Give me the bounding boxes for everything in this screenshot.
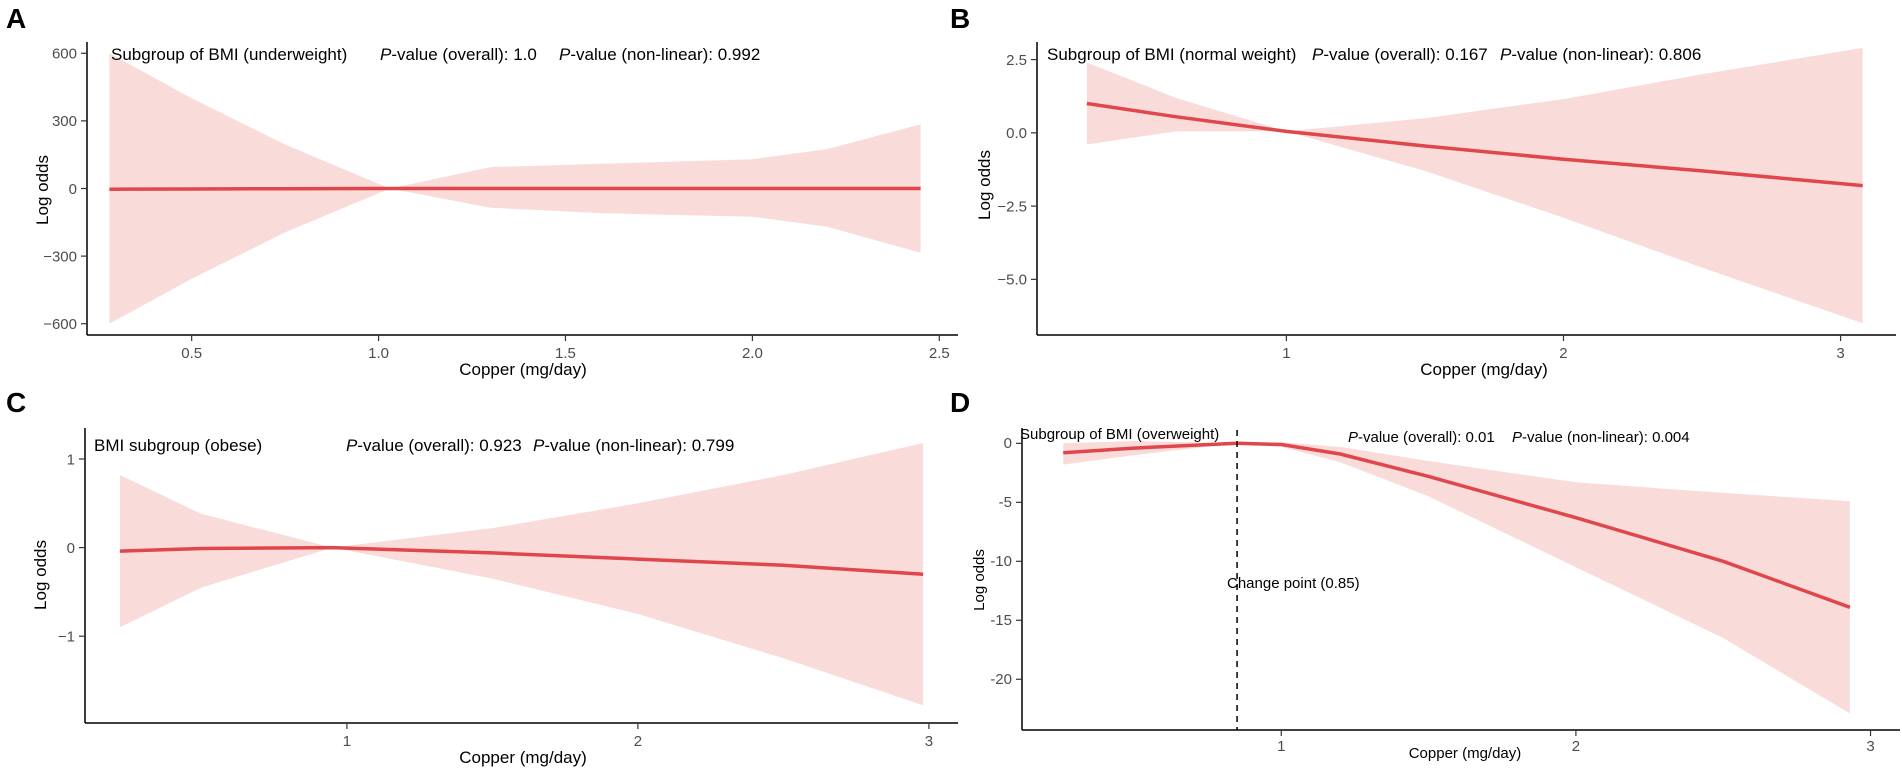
panel-b-y-tick-label: 2.5 bbox=[1006, 52, 1027, 69]
panel-d-y-tick-label: -5 bbox=[999, 494, 1012, 511]
panel-d-p-overall: P-value (overall): 0.01 bbox=[1348, 429, 1495, 446]
panel-d-y-tick-label: -20 bbox=[990, 671, 1012, 688]
panel-a-plot bbox=[109, 53, 921, 324]
panel-d-fitted-line bbox=[1063, 441, 1851, 609]
panel-c-letter: C bbox=[6, 387, 26, 418]
panel-b-x-tick-label: 1 bbox=[1282, 345, 1290, 362]
panel-b-x-title: Copper (mg/day) bbox=[1420, 360, 1548, 379]
panel-a-x-tick-label: 1.0 bbox=[368, 345, 389, 362]
panel-b-y-title: Log odds bbox=[975, 150, 994, 220]
panel-a-subgroup-label: Subgroup of BMI (underweight) bbox=[111, 45, 347, 64]
panel-d-p-nonlinear: P-value (non-linear): 0.004 bbox=[1512, 429, 1690, 446]
panel-c-y-tick-label: 1 bbox=[67, 451, 75, 468]
panel-a-y-tick-label: 0 bbox=[69, 181, 77, 198]
panel-a-x-tick-label: 0.5 bbox=[181, 345, 202, 362]
panel-d-y-title: Log odds bbox=[971, 549, 988, 611]
panel-c-x-title: Copper (mg/day) bbox=[459, 748, 587, 767]
panel-b-y-tick-label: −5.0 bbox=[997, 272, 1027, 289]
panel-a-y-tick-label: −300 bbox=[43, 248, 77, 265]
panel-c: C 1 2 3 1 0 −1 BMI subgroup (obese) P-value (… bbox=[6, 387, 958, 767]
panel-c-subgroup-label: BMI subgroup (obese) bbox=[94, 436, 262, 455]
panel-b-fitted-line bbox=[1086, 101, 1863, 188]
panel-a-y-title: Log odds bbox=[33, 155, 52, 225]
panel-d-letter: D bbox=[950, 387, 970, 418]
panel-b-letter: B bbox=[950, 3, 970, 34]
panel-d-x-tick-label: 3 bbox=[1866, 738, 1874, 755]
panel-c-p-nonlinear: P-value (non-linear): 0.799 bbox=[533, 436, 734, 455]
panel-c-p-overall: P-value (overall): 0.923 bbox=[346, 436, 522, 455]
panel-c-x-tick-label: 2 bbox=[634, 733, 642, 750]
panel-b-y-tick-label: 0.0 bbox=[1006, 125, 1027, 142]
panel-b-p-nonlinear: P-value (non-linear): 0.806 bbox=[1500, 45, 1701, 64]
panel-a-x-tick-label: 1.5 bbox=[555, 345, 576, 362]
panel-b: B 1 2 3 2.5 0.0 −2.5 −5.0 Subgroup of BMI (nor… bbox=[950, 3, 1896, 379]
panel-d-y-tick-label: -10 bbox=[990, 553, 1012, 570]
panel-b-confidence-band bbox=[1086, 47, 1863, 324]
panel-c-fitted-line bbox=[119, 545, 924, 576]
panel-c-y-tick-label: −1 bbox=[58, 628, 75, 645]
panel-a: A 0.5 1.0 1.5 2.0 2.5 600 300 0 −300 −600 Subgrou… bbox=[6, 3, 958, 379]
panel-d-plot bbox=[1063, 430, 1851, 730]
panel-a-y-tick-label: 300 bbox=[52, 113, 77, 130]
panel-d-x-tick-label: 1 bbox=[1277, 738, 1285, 755]
panel-d-y-tick-label: 0 bbox=[1004, 435, 1012, 452]
panel-b-subgroup-label: Subgroup of BMI (normal weight) bbox=[1047, 45, 1296, 64]
panel-a-x-tick-label: 2.0 bbox=[742, 345, 763, 362]
panel-d-ticks: 1 2 3 0 -5 -10 -15 -20 bbox=[990, 435, 1874, 755]
panel-b-plot bbox=[1086, 47, 1863, 324]
panel-c-ticks: 1 2 3 1 0 −1 bbox=[58, 451, 933, 750]
panel-b-x-tick-label: 2 bbox=[1559, 345, 1567, 362]
panel-c-plot bbox=[119, 443, 924, 706]
panel-a-p-overall: P-value (overall): 1.0 bbox=[380, 45, 537, 64]
panel-a-p-nonlinear: P-value (non-linear): 0.992 bbox=[559, 45, 760, 64]
panel-a-x-title: Copper (mg/day) bbox=[459, 360, 587, 379]
panel-c-y-tick-label: 0 bbox=[67, 540, 75, 557]
panel-c-y-title: Log odds bbox=[31, 540, 50, 610]
panel-c-x-tick-label: 3 bbox=[925, 733, 933, 750]
panel-b-ticks: 1 2 3 2.5 0.0 −2.5 −5.0 bbox=[997, 52, 1844, 362]
panel-c-confidence-band bbox=[119, 443, 924, 706]
panel-d-change-point-label: Change point (0.85) bbox=[1227, 575, 1360, 592]
panel-a-ticks: 0.5 1.0 1.5 2.0 2.5 600 300 0 −300 −600 bbox=[43, 46, 950, 362]
panel-d-y-tick-label: -15 bbox=[990, 612, 1012, 629]
panel-b-y-tick-label: −2.5 bbox=[997, 198, 1027, 215]
panel-d-x-tick-label: 2 bbox=[1572, 738, 1580, 755]
panel-a-fitted-line bbox=[109, 186, 921, 191]
panel-a-x-tick-label: 2.5 bbox=[929, 345, 950, 362]
panel-b-p-overall: P-value (overall): 0.167 bbox=[1312, 45, 1488, 64]
panel-b-x-tick-label: 3 bbox=[1836, 345, 1844, 362]
panel-c-x-tick-label: 1 bbox=[343, 733, 351, 750]
panel-d-subgroup-label: Subgroup of BMI (overweight) bbox=[1020, 426, 1219, 443]
panel-a-letter: A bbox=[6, 3, 26, 34]
panel-a-y-tick-label: −600 bbox=[43, 316, 77, 333]
panel-a-y-tick-label: 600 bbox=[52, 46, 77, 63]
panel-d: D 1 2 3 0 -5 -10 -15 -20 Subgroup of BMI (overw… bbox=[950, 387, 1900, 762]
panel-d-confidence-band bbox=[1063, 441, 1850, 714]
panel-d-x-title: Copper (mg/day) bbox=[1409, 745, 1522, 762]
